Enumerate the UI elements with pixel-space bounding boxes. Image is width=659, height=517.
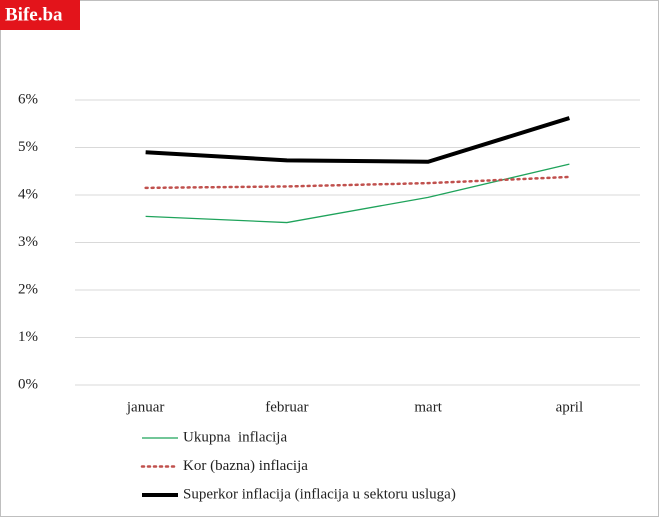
x-tick-label: mart [414,399,442,415]
y-tick-label: 3% [18,234,38,250]
y-tick-label: 1% [18,329,38,345]
y-tick-label: 5% [18,139,38,155]
y-tick-label: 0% [18,376,38,392]
series-line [144,175,571,190]
legend-label: Kor (bazna) inflacija [183,458,308,474]
series-line [145,116,570,164]
x-tick-label: januar [126,399,164,415]
y-tick-label: 6% [18,91,38,107]
legend-label: Ukupna inflacija [183,429,287,445]
y-tick-label: 4% [18,186,38,202]
legend-label: Superkor inflacija (inflacija u sektoru … [183,486,456,502]
y-tick-label: 2% [18,281,38,297]
x-tick-label: februar [265,399,308,415]
x-tick-label: april [556,399,584,415]
watermark-box [0,0,80,30]
watermark: Bife.ba [5,4,63,25]
